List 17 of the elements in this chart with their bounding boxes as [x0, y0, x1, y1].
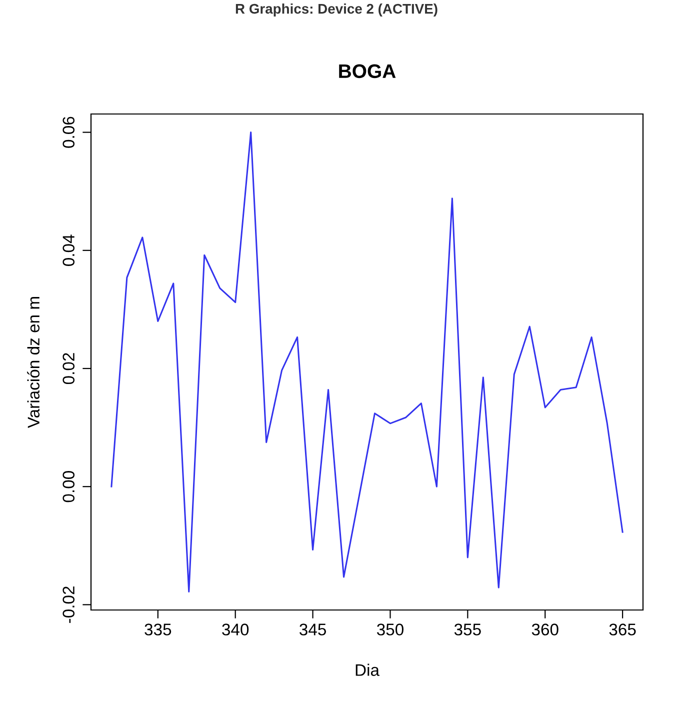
x-tick-label: 345: [300, 624, 326, 636]
text: R Graphics: Device 2 (ACTIVE): [236, 4, 438, 16]
x-tick-label: 350: [376, 624, 404, 636]
y-tick-label: -0.02: [62, 586, 75, 623]
y-tick-label: 0.04: [62, 234, 75, 266]
x-tick-label: 340: [222, 624, 249, 636]
chart-title: BOGA: [339, 64, 396, 78]
x-axis-title: Dia: [356, 664, 380, 676]
line-series: [110, 132, 624, 592]
y-tick-label: 0.06: [62, 116, 75, 148]
x-tick-label: 335: [144, 624, 172, 636]
x-tick-label: 360: [532, 624, 558, 636]
y-axis-title: Variación dz en m: [27, 297, 40, 428]
x-tick-label: 355: [454, 624, 481, 636]
y-tick-label: 0.02: [62, 353, 75, 384]
y-tick-label: 0.00: [62, 471, 75, 502]
x-tick-label: 365: [609, 624, 636, 636]
